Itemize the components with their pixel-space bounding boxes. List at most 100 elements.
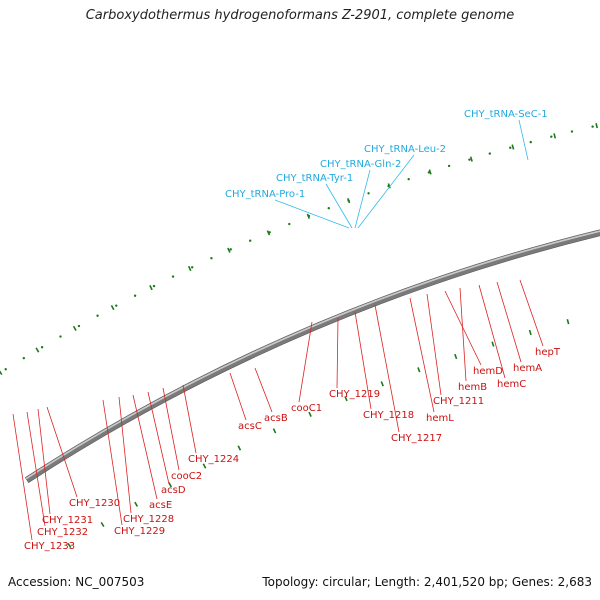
inner-tick: [417, 367, 421, 373]
gene-label: cooC2: [171, 471, 202, 482]
gene-leader: [46, 406, 78, 498]
tick-dot: [407, 177, 410, 181]
gene-leader: [147, 391, 170, 485]
trna-label: CHY_tRNA-SeC-1: [464, 109, 548, 120]
gene-leader: [182, 384, 197, 454]
kbp-minor-tick: [149, 285, 153, 291]
tick-dot: [152, 284, 156, 288]
map-title: Carboxydothermus hydrogenoformans Z-2901…: [85, 8, 515, 23]
gene-label: hemB: [458, 382, 487, 393]
kbp-minor-tick: [187, 265, 192, 272]
gene-leader: [444, 290, 482, 366]
kbp-minor-tick: [0, 370, 3, 376]
gene-label: hemD: [473, 366, 503, 377]
gene-label: CHY_1224: [188, 454, 239, 465]
kbp-minor-tick: [595, 123, 598, 129]
tick-dot: [488, 152, 492, 155]
kbp-minor-tick: [469, 156, 473, 162]
gene-leader: [37, 408, 51, 515]
gene-label: hemL: [426, 413, 454, 424]
gene-label: acsB: [264, 413, 288, 424]
tick-dot: [115, 304, 118, 307]
kbp-minor-tick: [227, 247, 231, 253]
kbp-minor-tick: [266, 230, 271, 236]
gene-label: CHY_1231: [42, 515, 93, 526]
gene-label: cooC1: [291, 403, 322, 414]
tick-dot: [468, 158, 471, 161]
gene-label: CHY_1230: [69, 498, 120, 509]
kbp-minor-tick: [553, 133, 557, 139]
gene-leader: [409, 297, 435, 413]
feature-labels: hepT hemA hemC hemB hemD CHY_1211 hemL CHY_1217…: [24, 109, 561, 552]
tick-dot: [570, 130, 574, 133]
tick-dot: [509, 146, 512, 149]
tick-dot: [22, 356, 26, 360]
inner-tick: [380, 381, 384, 387]
tick-dot: [210, 257, 213, 260]
trna-leader: [518, 119, 529, 161]
inner-tick: [134, 501, 139, 507]
gene-label: hepT: [535, 347, 561, 358]
inner-tick: [237, 445, 242, 451]
kbp-minor-tick: [387, 183, 391, 189]
tick-dot: [40, 346, 44, 349]
tick-dot: [133, 294, 137, 297]
gene-leader: [298, 321, 313, 403]
kbp-ticks: 1070 kbp1075 kbp1080 kbp1085 kbp1090 kbp…: [0, 123, 598, 549]
inner-tick: [344, 396, 348, 402]
tick-dot: [550, 135, 553, 138]
inner-tick: [168, 482, 173, 488]
gene-label: acsC: [238, 421, 262, 432]
genome-backbone: [24, 229, 600, 484]
tick-dot: [96, 314, 99, 317]
trna-label: CHY_tRNA-Gln-2: [320, 159, 401, 170]
gene-leader: [102, 399, 123, 526]
kbp-minor-tick: [306, 213, 311, 219]
tick-dot: [59, 335, 62, 338]
inner-tick: [308, 411, 312, 417]
gene-leader: [496, 281, 522, 363]
inner-tick: [491, 341, 495, 347]
kbp-minor-tick: [110, 305, 115, 311]
label-leader-lines: [12, 119, 544, 541]
gene-leader: [132, 394, 158, 500]
tick-dot: [4, 368, 7, 371]
gene-label: CHY_1217: [391, 433, 442, 444]
gene-leader: [12, 413, 33, 541]
tick-dot: [288, 222, 291, 226]
gene-leader: [26, 411, 46, 527]
inner-tick: [566, 319, 570, 325]
inner-tick: [528, 329, 532, 336]
tick-dot: [529, 140, 532, 144]
gene-leader: [162, 387, 180, 471]
gene-leader: [478, 284, 506, 379]
inner-tick: [202, 463, 207, 469]
backbone-arc: [24, 229, 600, 484]
gene-leader: [374, 304, 400, 433]
gene-label: acsD: [161, 485, 186, 496]
gene-label: CHY_1219: [329, 389, 380, 400]
tick-dot: [327, 207, 330, 210]
gene-label: CHY_1218: [363, 410, 414, 421]
gene-leader: [254, 367, 273, 413]
kbp-minor-tick: [511, 144, 515, 150]
gene-label: CHY_1232: [37, 527, 88, 538]
tick-dot: [367, 192, 370, 195]
gene-leader: [459, 287, 467, 382]
inner-tick: [100, 521, 105, 528]
gene-label: CHY_1229: [114, 526, 165, 537]
gene-leader: [354, 311, 372, 410]
tick-dot: [190, 266, 194, 269]
trna-label: CHY_tRNA-Pro-1: [225, 189, 305, 200]
gene-leader: [426, 293, 442, 396]
gene-label: CHY_1233: [24, 541, 75, 552]
tick-dot: [77, 324, 81, 328]
gene-label: acsE: [149, 500, 172, 511]
tick-dot: [229, 248, 232, 251]
kbp-minor-tick: [72, 325, 77, 331]
tick-dot: [171, 275, 175, 278]
kbp-minor-tick: [347, 198, 351, 204]
trna-leader: [354, 169, 371, 229]
trna-label: CHY_tRNA-Tyr-1: [276, 173, 353, 184]
